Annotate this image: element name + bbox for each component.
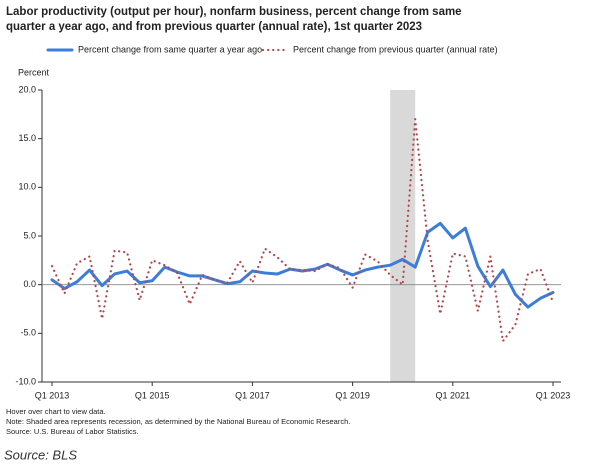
y-tick-label: -5.0: [20, 328, 36, 338]
recession-band: [390, 90, 416, 382]
series-line: [50, 221, 555, 309]
note: Note: Shaded area represents recession, …: [6, 417, 350, 426]
chart-title: Labor productivity (output per hour), no…: [6, 6, 462, 33]
x-tick-label: Q1 2021: [436, 390, 471, 400]
y-tick-label: -10.0: [15, 376, 36, 386]
y-tick-label: 20.0: [18, 84, 36, 94]
source: Source: BLS: [4, 447, 77, 462]
note: Source: U.S. Bureau of Labor Statistics.: [6, 427, 139, 436]
y-axis-label: Percent: [18, 67, 50, 77]
x-tick-label: Q1 2023: [536, 390, 571, 400]
note: Hover over chart to view data.: [6, 407, 106, 416]
y-tick-label: 5.0: [23, 230, 36, 240]
legend-label: Percent change from previous quarter (an…: [293, 44, 498, 54]
y-tick-label: 15.0: [18, 133, 36, 143]
x-tick-label: Q1 2019: [335, 390, 370, 400]
legend-label: Percent change from same quarter a year …: [78, 44, 262, 54]
series-line: [50, 118, 555, 343]
x-tick-label: Q1 2013: [35, 390, 70, 400]
x-tick-label: Q1 2017: [235, 390, 270, 400]
y-tick-label: 10.0: [18, 182, 36, 192]
y-tick-label: 0.0: [23, 279, 36, 289]
x-tick-label: Q1 2015: [135, 390, 170, 400]
